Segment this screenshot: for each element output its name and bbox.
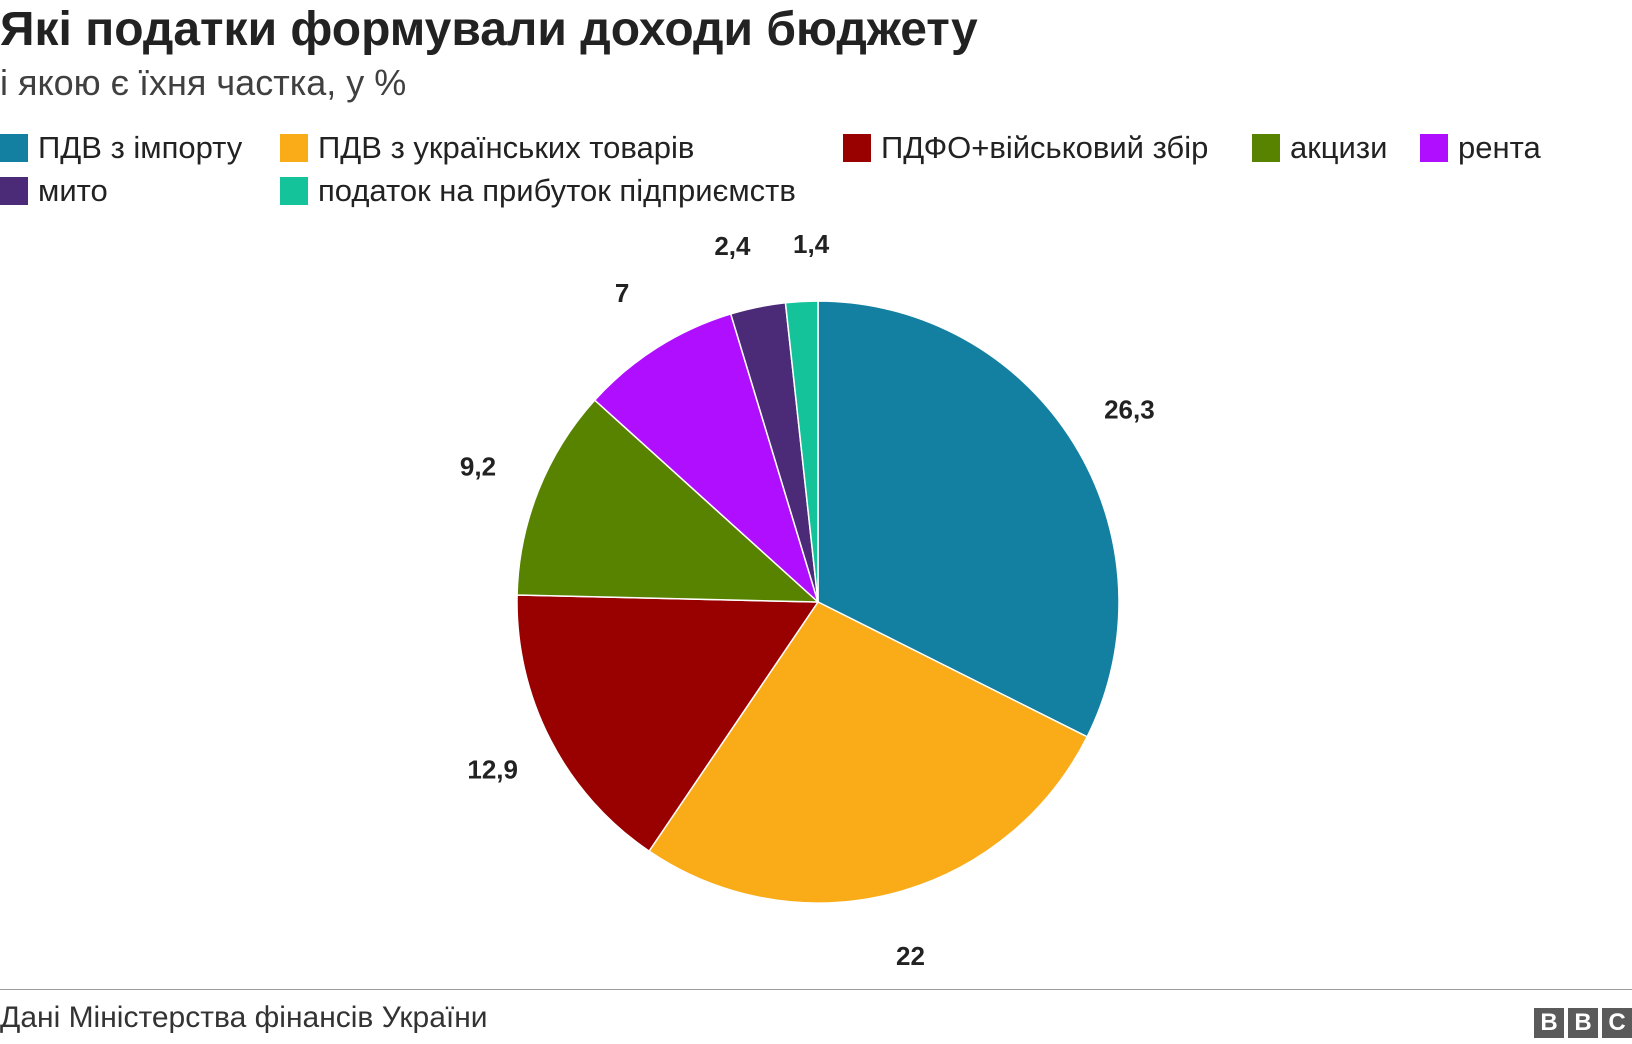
bbc-logo-letter-2: B [1568, 1008, 1598, 1038]
data-label-pit-military: 12,9 [467, 755, 518, 785]
pie-slice-vat-domestic [648, 601, 1088, 904]
data-label-corporate-tax: 1,4 [793, 229, 830, 259]
data-label-excise: 9,2 [460, 452, 496, 482]
legend-item-customs: мито [0, 171, 108, 211]
pie-slice-vat-import [817, 300, 1120, 738]
legend-swatch-corporate-tax [280, 177, 308, 205]
data-label-vat-import: 26,3 [1104, 395, 1155, 425]
pie-slice-corporate-tax [784, 300, 819, 603]
chart-subtitle: і якою є їхня частка, у % [0, 62, 407, 103]
legend-item-rent: рента [1420, 128, 1541, 168]
legend-swatch-rent [1420, 134, 1448, 162]
chart-title: Які податки формували доходи бюджету [0, 3, 978, 56]
legend-item-corporate-tax: податок на прибуток підприємств [280, 171, 796, 211]
pie-slice-rent [593, 313, 819, 603]
source-note: Дані Міністерства фінансів України [0, 1001, 488, 1034]
data-label-customs: 2,4 [714, 231, 751, 261]
pie-chart: 26,3 22 12,9 9,2 7 2,4 1,4 [460, 229, 1155, 971]
legend-swatch-pit-military [843, 134, 871, 162]
footer-divider [0, 989, 1632, 990]
legend-swatch-excise [1252, 134, 1280, 162]
bbc-logo-letter-1: B [1534, 1008, 1564, 1038]
pie-slice-pit-military [516, 594, 819, 852]
legend-label-vat-domestic: ПДВ з українських товарів [318, 130, 695, 165]
legend-label-corporate-tax: податок на прибуток підприємств [318, 173, 796, 208]
legend-item-pit-military: ПДФО+військовий збір [843, 128, 1208, 168]
legend-item-excise: акцизи [1252, 128, 1387, 168]
pie-slice-excise [516, 399, 819, 603]
legend-label-customs: мито [38, 173, 108, 208]
legend-label-pit-military: ПДФО+військовий збір [881, 130, 1209, 165]
bbc-logo: B B C [1534, 1008, 1632, 1038]
data-label-rent: 7 [615, 278, 629, 308]
legend-label-vat-import: ПДВ з імпорту [38, 130, 243, 165]
legend-swatch-customs [0, 177, 28, 205]
data-label-vat-domestic: 22 [896, 941, 925, 971]
legend-item-vat-domestic: ПДВ з українських товарів [280, 128, 694, 168]
legend-swatch-vat-import [0, 134, 28, 162]
bbc-logo-letter-3: C [1602, 1008, 1632, 1038]
legend-label-excise: акцизи [1290, 130, 1388, 165]
legend-label-rent: рента [1458, 130, 1541, 165]
legend-item-vat-import: ПДВ з імпорту [0, 128, 242, 168]
legend-swatch-vat-domestic [280, 134, 308, 162]
